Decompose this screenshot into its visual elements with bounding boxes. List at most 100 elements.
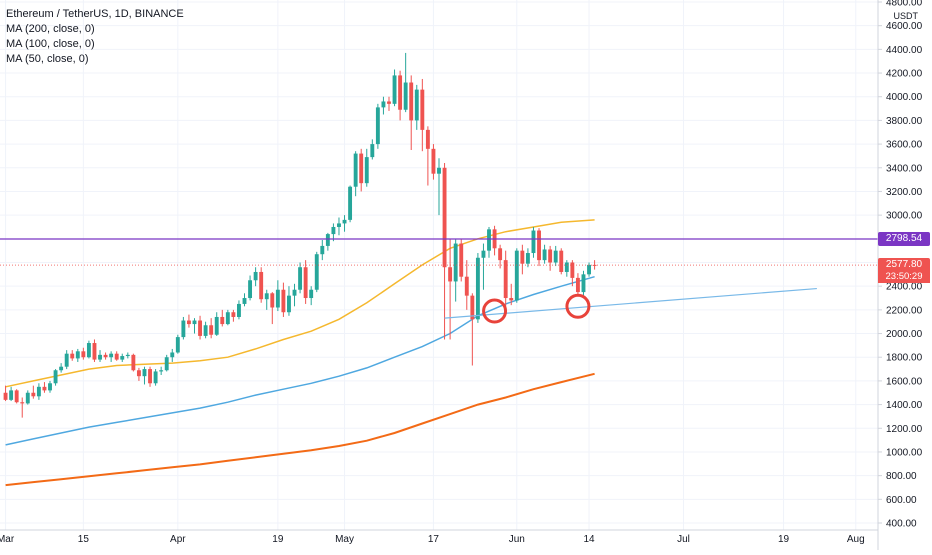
candle-body: [564, 262, 569, 272]
circle-marker: [565, 293, 591, 319]
y-tick-label: 1800.00: [886, 353, 923, 364]
candle-body: [75, 351, 80, 359]
annotations: [0, 238, 878, 324]
candle-body: [36, 386, 41, 397]
candle-body: [414, 89, 419, 121]
y-tick-label: 400.00: [886, 519, 917, 530]
candle-body: [20, 402, 25, 404]
candle-body: [125, 354, 130, 357]
candle-body: [214, 316, 219, 335]
y-tick-label: 600.00: [886, 495, 917, 506]
candle-body: [342, 219, 347, 224]
x-tick-label: Aug: [847, 534, 865, 545]
candle-body: [42, 386, 47, 391]
candle-body: [203, 325, 208, 336]
candle-body: [348, 186, 353, 220]
candle-body: [220, 316, 225, 325]
candle-body: [25, 392, 30, 404]
candle-body: [514, 250, 519, 301]
candle-body: [570, 262, 575, 278]
moving-average-lines: [5, 219, 595, 487]
symbol-title[interactable]: Ethereum / TetherUS, 1D, BINANCE: [6, 8, 184, 20]
legend: Ethereum / TetherUS, 1D, BINANCE MA (200…: [6, 7, 184, 67]
candle-body: [403, 82, 408, 110]
candle-body: [164, 357, 169, 371]
x-tick-label: 14: [583, 534, 595, 545]
candle-body: [587, 264, 591, 275]
y-tick-label: 3800.00: [886, 116, 923, 127]
y-tick-label: 800.00: [886, 471, 917, 482]
bar-countdown: 23:50:29: [878, 271, 930, 284]
candle-body: [275, 289, 280, 308]
candle-body: [120, 356, 125, 360]
candle-body: [209, 325, 214, 335]
candle-body: [3, 392, 8, 400]
y-tick-label: 1400.00: [886, 400, 923, 411]
candle-body: [359, 153, 364, 184]
candle-body: [109, 353, 114, 358]
candle-body: [292, 289, 297, 296]
candle-body: [181, 320, 186, 338]
candle-body: [14, 390, 19, 403]
candle-body: [398, 75, 403, 110]
candle-body: [425, 129, 430, 149]
candle-body: [148, 369, 152, 384]
legend-ma50[interactable]: MA (50, close, 0): [6, 53, 89, 65]
y-tick-label: 4800.00: [886, 0, 923, 9]
x-tick-label: Jun: [509, 534, 525, 545]
y-tick-label: 4200.00: [886, 69, 923, 80]
y-tick-label: 3000.00: [886, 211, 923, 222]
candle-body: [103, 354, 108, 358]
candle-body: [531, 230, 536, 254]
last-price-tag[interactable]: 2577.80: [878, 258, 930, 273]
candle-body: [186, 320, 191, 325]
legend-ma100[interactable]: MA (100, close, 0): [6, 38, 95, 50]
candle-body: [448, 267, 453, 282]
candle-body: [548, 249, 553, 263]
candle-body: [53, 370, 58, 384]
circle-marker: [482, 298, 508, 324]
candle-body: [98, 354, 102, 360]
candle-body: [9, 390, 14, 400]
candle-body: [175, 337, 180, 353]
candle-body: [409, 82, 414, 121]
candle-body: [509, 298, 514, 301]
candle-body: [70, 353, 75, 359]
candle-body: [325, 234, 330, 246]
candle-body: [364, 157, 369, 184]
candle-body: [281, 289, 286, 313]
y-tick-label: 2200.00: [886, 305, 923, 316]
candle-body: [248, 280, 253, 299]
candle-body: [192, 320, 197, 325]
candle-body: [314, 254, 319, 290]
y-tick-label: 1200.00: [886, 424, 923, 435]
plot-background: [0, 0, 878, 550]
candle-body: [437, 167, 441, 174]
x-tick-label: 15: [78, 534, 90, 545]
horizontal-line-price-tag[interactable]: 2798.54: [878, 231, 930, 246]
price-axis[interactable]: 400.00 600.00 800.00 1000.00 1200.00 1400.00 1…: [878, 0, 923, 530]
candle-body: [159, 370, 164, 372]
candle-body: [242, 298, 247, 304]
ma-line-ma100: [5, 275, 595, 446]
candle-body: [303, 267, 308, 299]
candle-body: [81, 351, 86, 358]
candle-body: [537, 230, 541, 261]
candle-body: [575, 277, 580, 293]
candle-body: [464, 276, 469, 296]
candle-body: [370, 144, 375, 158]
candle-body: [453, 243, 458, 282]
time-axis[interactable]: Mar 15 Apr 19 May 17 Jun 14 Jul 19 Aug: [0, 529, 878, 545]
candle-body: [264, 293, 269, 300]
y-tick-label: 4400.00: [886, 45, 923, 56]
x-tick-label: Mar: [0, 534, 15, 545]
x-tick-label: Jul: [677, 534, 690, 545]
candle-body: [353, 153, 358, 187]
candle-body: [431, 148, 436, 174]
candle-body: [131, 354, 136, 371]
y-tick-label: 3600.00: [886, 140, 923, 151]
legend-ma200[interactable]: MA (200, close, 0): [6, 23, 95, 35]
candle-body: [442, 167, 447, 268]
